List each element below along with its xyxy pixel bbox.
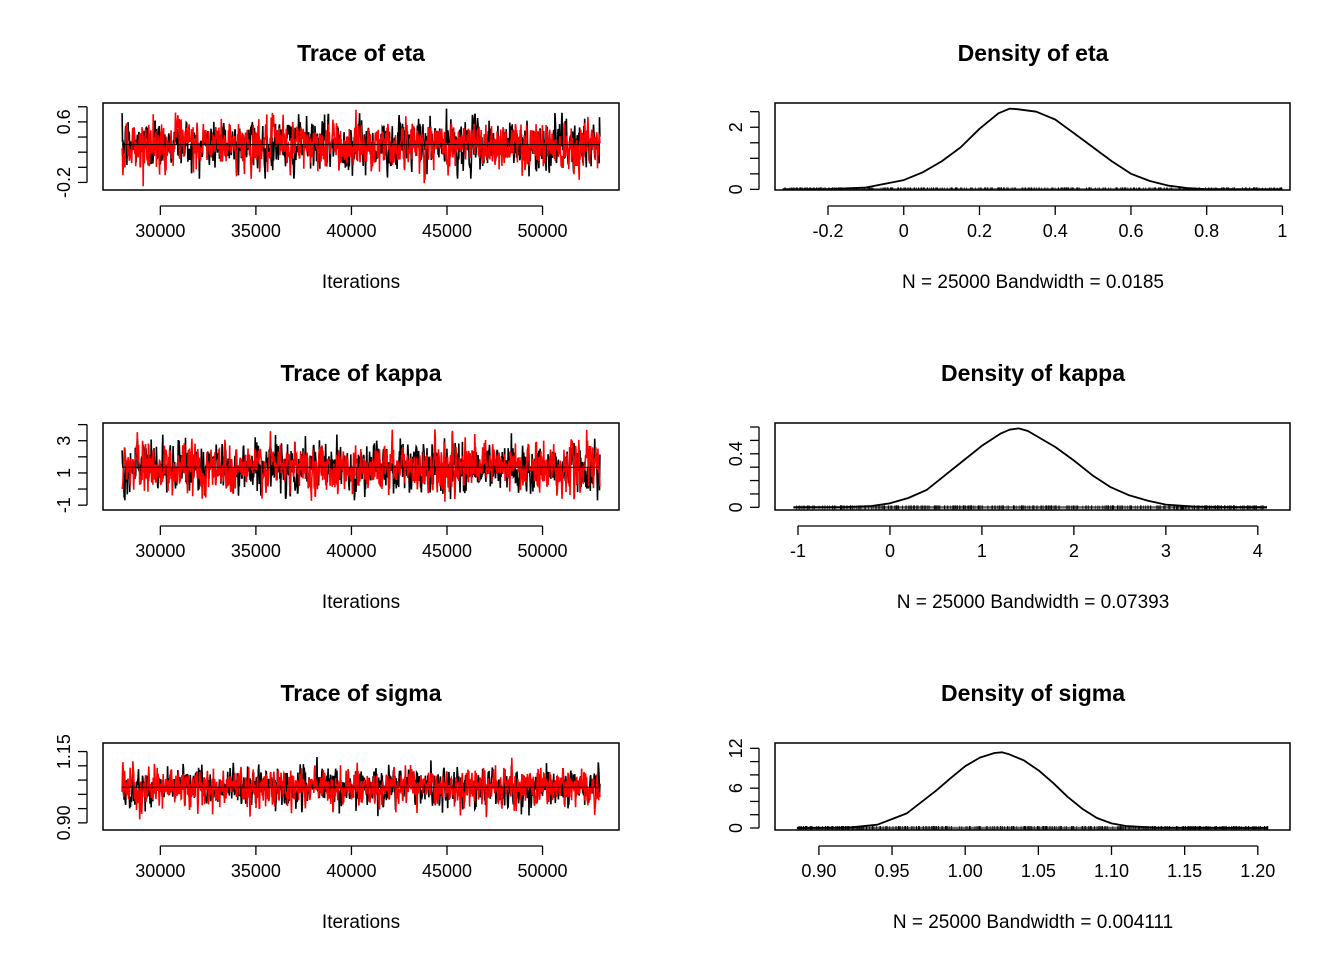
x-axis: -1 0 1 2 3 4: [790, 525, 1263, 561]
x-tick-label: 4: [1253, 541, 1263, 561]
x-tick-label: 1.00: [948, 861, 983, 881]
x-tick-label: 1.05: [1021, 861, 1056, 881]
x-tick-label: 50000: [518, 221, 568, 241]
x-tick-label: 1: [977, 541, 987, 561]
x-tick-label: -1: [790, 541, 806, 561]
x-tick-label: -0.2: [812, 221, 843, 241]
y-tick-label: 0.4: [726, 441, 746, 466]
x-axis-label: Iterations: [322, 592, 400, 613]
y-axis: 00.4: [726, 426, 760, 512]
x-tick-label: 35000: [231, 221, 281, 241]
plot-area: [121, 756, 601, 820]
y-tick-label: 12: [726, 738, 746, 758]
chart-title: Trace of sigma: [280, 680, 441, 706]
x-tick-label: 40000: [326, 221, 376, 241]
x-tick-label: 0.2: [967, 221, 992, 241]
x-axis-label: N = 25000 Bandwidth = 0.0185: [902, 272, 1164, 293]
x-axis: -0.2 0 0.2 0.4 0.6 0.8 1: [812, 205, 1287, 241]
x-tick-label: 45000: [422, 541, 472, 561]
x-tick-label: 0: [899, 221, 909, 241]
y-axis: -0.2 0.6: [54, 106, 88, 198]
y-tick-label: 6: [726, 783, 746, 793]
x-tick-label: 1.20: [1240, 861, 1275, 881]
plot-area: [121, 429, 601, 502]
trace-series-red: [121, 109, 601, 187]
plot-area: [121, 108, 601, 187]
x-axis: 30000 35000 40000 45000 50000: [135, 205, 568, 241]
x-tick-label: 0.6: [1118, 221, 1143, 241]
chart-title: Density of kappa: [941, 360, 1125, 386]
y-axis: 02: [726, 111, 760, 194]
plot-frame: [774, 102, 1291, 191]
x-tick-label: 1: [1277, 221, 1287, 241]
y-tick-label: 2: [726, 122, 746, 132]
x-axis-label: N = 25000 Bandwidth = 0.07393: [897, 592, 1170, 613]
trace-sigma-panel: Trace of sigma Iterations 30000 35000 4000…: [54, 680, 620, 933]
y-tick-label: 1.15: [54, 734, 74, 769]
x-tick-label: 35000: [231, 541, 281, 561]
plot-frame: [774, 422, 1291, 511]
y-tick-label: 0.90: [54, 805, 74, 840]
y-axis: -1 1 3: [54, 423, 88, 513]
x-tick-label: 0.8: [1194, 221, 1219, 241]
density-sigma-panel: Density of sigma N = 25000 Bandwidth = 0…: [726, 680, 1291, 933]
x-tick-label: 30000: [135, 221, 185, 241]
y-tick-label: -0.2: [54, 167, 74, 198]
x-tick-label: 30000: [135, 541, 185, 561]
x-axis: 30000 35000 40000 45000 50000: [135, 845, 568, 881]
y-tick-label: 0: [726, 184, 746, 194]
x-axis: 30000 35000 40000 45000 50000: [135, 525, 568, 561]
plot-area: [782, 107, 1283, 190]
plot-frame: [102, 102, 620, 191]
trace-eta-panel: Trace of eta Iterations 30000 35000 40000 4…: [54, 40, 620, 293]
y-tick-label: 1: [54, 468, 74, 478]
plot-frame: [102, 742, 620, 831]
x-tick-label: 50000: [518, 541, 568, 561]
x-tick-label: 45000: [422, 221, 472, 241]
x-axis: 0.90 0.95 1.00 1.05 1.10 1.15 1.20: [801, 845, 1275, 881]
y-tick-label: 3: [54, 436, 74, 446]
y-tick-label: 0.6: [54, 109, 74, 134]
x-tick-label: 0.95: [875, 861, 910, 881]
x-tick-label: 0: [885, 541, 895, 561]
chart-title: Trace of eta: [297, 40, 425, 66]
y-tick-label: -1: [54, 497, 74, 513]
trace-kappa-panel: Trace of kappa Iterations 30000 35000 4000…: [54, 360, 620, 613]
plot-area: [793, 427, 1268, 510]
density-eta-panel: Density of eta N = 25000 Bandwidth = 0.0…: [726, 40, 1291, 293]
density-curve: [796, 751, 1269, 829]
x-axis-label: N = 25000 Bandwidth = 0.004111: [893, 912, 1173, 933]
x-tick-label: 45000: [422, 861, 472, 881]
chart-title: Density of sigma: [941, 680, 1125, 706]
density-curve: [782, 107, 1283, 190]
trace-series-red: [121, 757, 601, 820]
x-tick-label: 50000: [518, 861, 568, 881]
x-tick-label: 40000: [326, 541, 376, 561]
x-tick-label: 40000: [326, 861, 376, 881]
x-axis-label: Iterations: [322, 272, 400, 293]
y-axis: 0.90 1.15: [54, 734, 88, 840]
x-axis-label: Iterations: [322, 912, 400, 933]
x-tick-label: 2: [1069, 541, 1079, 561]
chart-title: Trace of kappa: [280, 360, 441, 386]
plot-area: [796, 751, 1269, 830]
plot-frame: [774, 742, 1291, 831]
x-tick-label: 0.90: [801, 861, 836, 881]
y-tick-label: 0: [726, 502, 746, 512]
density-kappa-panel: Density of kappa N = 25000 Bandwidth = 0…: [726, 360, 1291, 613]
plot-frame: [102, 422, 620, 511]
chart-title: Density of eta: [958, 40, 1109, 66]
x-tick-label: 0.4: [1043, 221, 1068, 241]
x-tick-label: 30000: [135, 861, 185, 881]
x-tick-label: 1.15: [1167, 861, 1202, 881]
y-tick-label: 0: [726, 823, 746, 833]
x-tick-label: 35000: [231, 861, 281, 881]
density-curve: [793, 427, 1268, 509]
x-tick-label: 1.10: [1094, 861, 1129, 881]
x-tick-label: 3: [1161, 541, 1171, 561]
y-axis: 0 6 12: [726, 738, 760, 833]
